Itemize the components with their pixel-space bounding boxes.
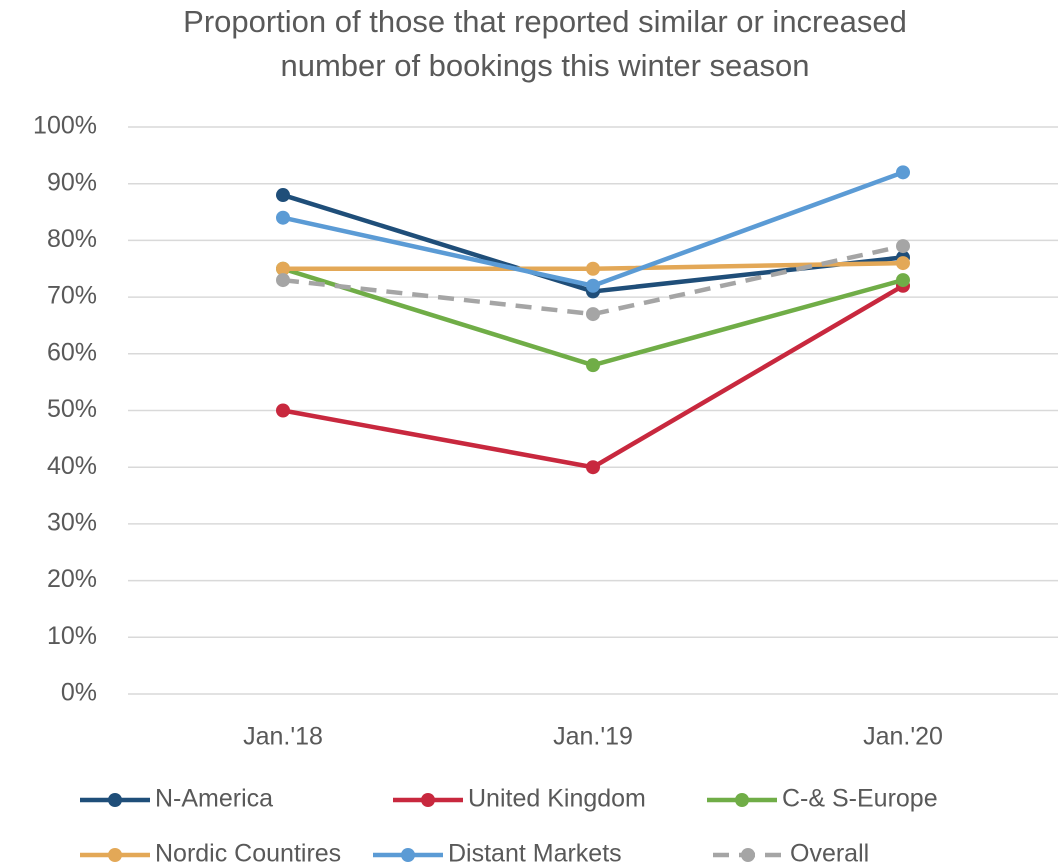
y-tick-label: 20%	[47, 565, 97, 593]
series-line	[282, 192, 904, 294]
point	[586, 278, 600, 293]
legend-label: C-& S-Europe	[782, 785, 938, 813]
x-tick-label: Jan.'19	[553, 723, 633, 751]
legend-label: Nordic Countires	[155, 840, 341, 868]
legend-marker	[741, 848, 755, 862]
legend-marker	[108, 848, 122, 862]
y-tick-label: 70%	[47, 282, 97, 310]
legend-marker	[108, 793, 122, 807]
y-tick-label: 40%	[47, 452, 97, 480]
legend-label: N-America	[155, 785, 273, 813]
point	[276, 273, 290, 288]
series-line	[282, 243, 904, 317]
y-tick-label: 100%	[33, 112, 97, 140]
point	[896, 256, 910, 271]
legend-marker	[735, 793, 749, 807]
y-tick-label: 60%	[47, 338, 97, 366]
chart-title: Proportion of those that reported simila…	[183, 4, 907, 39]
point	[586, 307, 600, 322]
chart-title: number of bookings this winter season	[280, 48, 809, 83]
legend-marker	[401, 848, 415, 862]
x-tick-label: Jan.'20	[863, 723, 943, 751]
y-tick-label: 50%	[47, 395, 97, 423]
legend-label: Distant Markets	[448, 840, 622, 868]
y-tick-label: 30%	[47, 509, 97, 537]
y-tick-label: 0%	[61, 679, 97, 707]
legend-label: United Kingdom	[468, 785, 646, 813]
point	[586, 261, 600, 276]
point	[586, 358, 600, 373]
y-tick-label: 80%	[47, 225, 97, 253]
y-tick-label: 90%	[47, 168, 97, 196]
point	[276, 188, 290, 203]
point	[276, 403, 290, 418]
legend-marker	[421, 793, 435, 807]
legend-label: Overall	[790, 840, 869, 868]
point	[896, 165, 910, 180]
point	[586, 460, 600, 475]
point	[896, 273, 910, 288]
x-tick-label: Jan.'18	[243, 723, 323, 751]
y-tick-label: 10%	[47, 622, 97, 650]
point	[276, 261, 290, 276]
point	[896, 239, 910, 254]
point	[276, 210, 290, 225]
